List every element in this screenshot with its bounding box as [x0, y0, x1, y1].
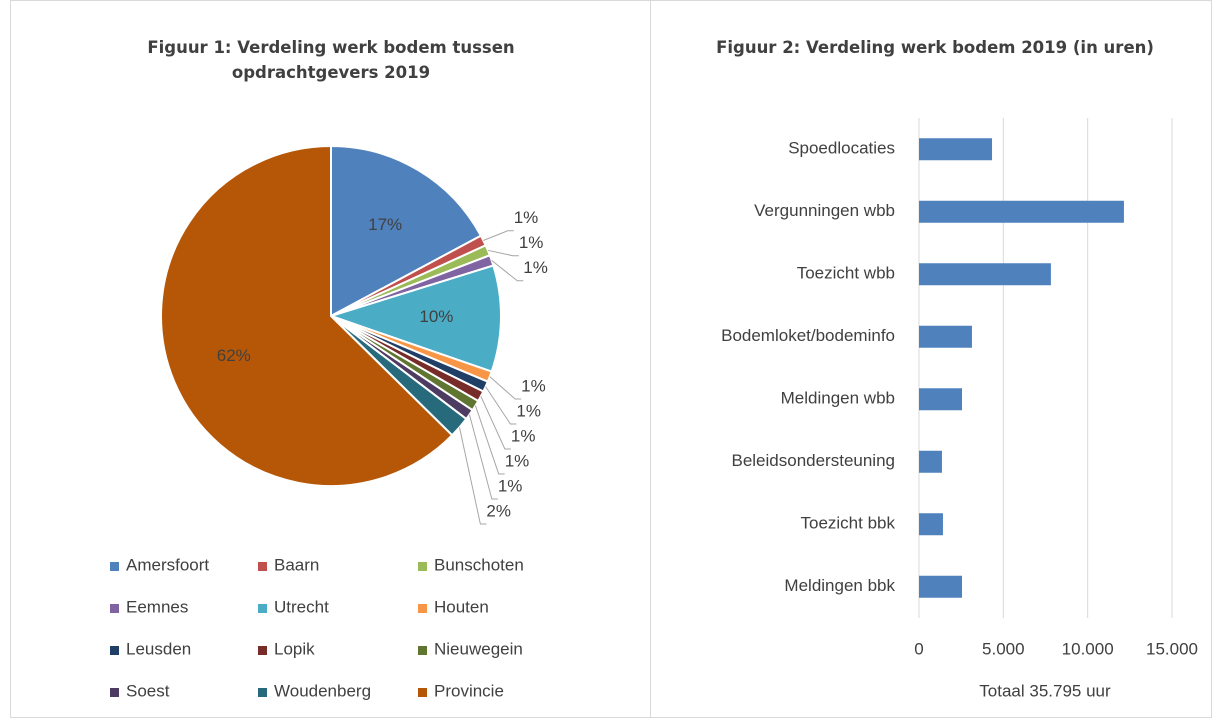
leader-line: [487, 249, 519, 257]
y-tick-label: Spoedlocaties: [788, 139, 895, 158]
data-label: 1%: [521, 376, 546, 395]
data-label: 1%: [514, 208, 539, 227]
data-label: 62%: [217, 346, 251, 365]
data-label: 1%: [516, 401, 541, 420]
legend-label: Baarn: [274, 555, 319, 574]
y-tick-label: Bodemloket/bodeminfo: [721, 326, 895, 345]
legend-swatch: [258, 688, 267, 697]
legend-label: Woudenberg: [274, 681, 371, 700]
legend-swatch: [258, 604, 267, 613]
leader-line: [468, 414, 498, 500]
x-tick-label: 5.000: [982, 639, 1025, 658]
y-tick-label: Meldingen bbk: [784, 576, 895, 595]
x-tick-label: 10.000: [1062, 639, 1114, 658]
bar: [919, 138, 993, 161]
y-tick-label: Toezicht bbk: [801, 514, 896, 533]
bar: [919, 575, 963, 598]
pie-slice: [327, 264, 502, 373]
data-label: 1%: [498, 476, 523, 495]
leader-line: [480, 396, 511, 450]
leader-line: [485, 386, 517, 425]
y-tick-label: Toezicht wbb: [797, 264, 895, 283]
pie-slice: [330, 144, 483, 318]
legend-label: Provincie: [434, 681, 504, 700]
bar: [919, 325, 972, 348]
data-label: 1%: [519, 233, 544, 252]
leader-line: [458, 427, 487, 525]
legend-label: Eemnes: [126, 597, 188, 616]
bar: [919, 450, 942, 473]
data-label: 1%: [511, 426, 536, 445]
legend-label: Nieuwegein: [434, 639, 523, 658]
leader-line: [491, 260, 524, 282]
legend-swatch: [418, 688, 427, 697]
data-label: 1%: [505, 451, 530, 470]
x-tick-label: 0: [914, 639, 923, 658]
bar: [919, 263, 1051, 286]
legend-label: Soest: [126, 681, 170, 700]
data-label: 17%: [368, 215, 402, 234]
data-label: 1%: [523, 258, 548, 277]
data-label: 2%: [486, 501, 511, 520]
bar: [919, 388, 963, 411]
leader-line: [474, 405, 505, 475]
y-tick-label: Beleidsondersteuning: [731, 451, 895, 470]
chart-title: Figuur 1: Verdeling werk bodem tussen op…: [147, 38, 515, 82]
chart-title: Figuur 2: Verdeling werk bodem 2019 (in …: [716, 38, 1154, 57]
legend-label: Lopik: [274, 639, 315, 658]
legend-swatch: [418, 604, 427, 613]
legend-swatch: [258, 562, 267, 571]
legend-swatch: [110, 646, 119, 655]
legend-swatch: [418, 646, 427, 655]
bar: [919, 513, 943, 536]
data-label: 10%: [419, 307, 453, 326]
panel-2: [650, 0, 1212, 718]
bar: [919, 200, 1124, 223]
legend-label: Houten: [434, 597, 489, 616]
legend-swatch: [110, 688, 119, 697]
x-axis-label: Totaal 35.795 uur: [979, 681, 1111, 700]
legend-swatch: [110, 604, 119, 613]
legend-label: Bunschoten: [434, 555, 524, 574]
y-tick-label: Vergunningen wbb: [754, 201, 895, 220]
legend-label: Amersfoort: [126, 555, 209, 574]
legend-swatch: [418, 562, 427, 571]
legend-swatch: [110, 562, 119, 571]
y-tick-label: Meldingen wbb: [781, 389, 895, 408]
pie-slice: [160, 144, 454, 487]
legend-label: Utrecht: [274, 597, 329, 616]
leader-line: [489, 376, 522, 400]
x-tick-label: 15.000: [1146, 639, 1198, 658]
legend-swatch: [258, 646, 267, 655]
leader-line: [483, 230, 514, 241]
legend-label: Leusden: [126, 639, 191, 658]
